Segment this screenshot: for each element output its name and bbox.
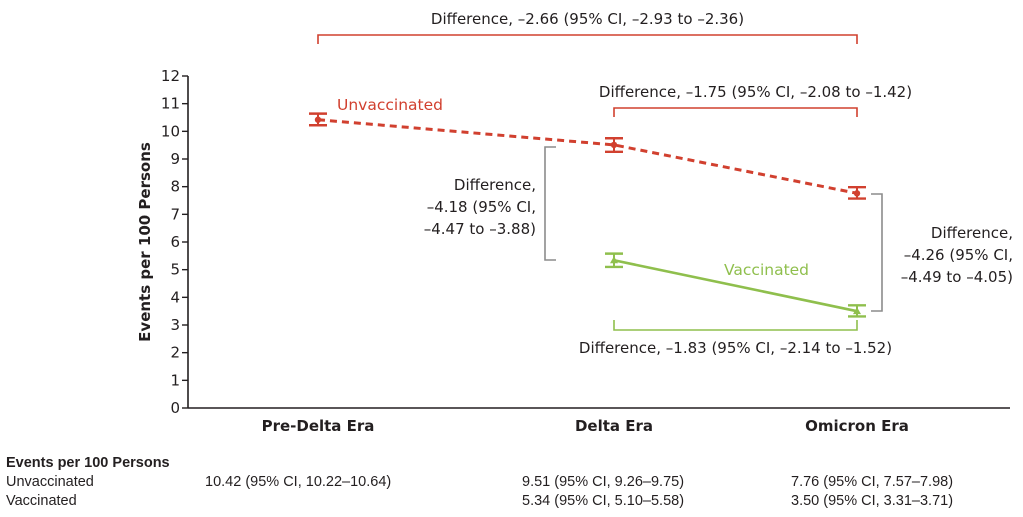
y-tick-label: 9 xyxy=(170,150,180,168)
annotation-delta-vax-unvax-line: Difference, xyxy=(454,176,536,194)
series-label-vaccinated: Vaccinated xyxy=(724,261,809,279)
events-table: Events per 100 Persons Unvaccinated 10.4… xyxy=(6,454,953,511)
series-line-vaccinated xyxy=(613,258,858,313)
annotation-omicron-vax-unvax-line: –4.49 to –4.05) xyxy=(901,268,1013,286)
y-tick-label: 6 xyxy=(170,233,180,251)
cell-omicron: 3.50 (95% CI, 3.31–3.71) xyxy=(791,493,954,509)
bracket-unvax-predelta-omicron xyxy=(317,34,858,44)
difference-annotations: Difference, –2.66 (95% CI, –2.93 to –2.3… xyxy=(317,10,1013,357)
table-row-vaccinated: Vaccinated 5.34 (95% CI, 5.10–5.58) 3.50… xyxy=(6,492,953,511)
bracket-unvax-delta-omicron xyxy=(613,107,858,117)
y-tick-label: 10 xyxy=(161,122,180,140)
y-tick-label: 0 xyxy=(170,399,180,417)
x-tick-label: Pre-Delta Era xyxy=(262,417,375,435)
data-point xyxy=(853,190,861,197)
cell-omicron: 7.76 (95% CI, 7.57–7.98) xyxy=(791,474,954,490)
table-row-unvaccinated: Unvaccinated 10.42 (95% CI, 10.22–10.64)… xyxy=(6,473,953,492)
cell-delta: 5.34 (95% CI, 5.10–5.58) xyxy=(522,493,685,509)
row-label: Unvaccinated xyxy=(6,474,94,490)
bracket-delta-vax-unvax xyxy=(544,146,556,261)
y-tick-label: 7 xyxy=(170,205,180,223)
y-tick-label: 4 xyxy=(170,288,180,306)
data-point xyxy=(314,116,322,123)
annotation-omicron-vax-unvax-line: –4.26 (95% CI, xyxy=(904,246,1013,264)
series-line-unvaccinated xyxy=(317,118,858,195)
y-tick-label: 8 xyxy=(170,178,180,196)
annotation-omicron-vax-unvax-line: Difference, xyxy=(931,224,1013,242)
x-tick-label: Delta Era xyxy=(575,417,653,435)
series-label-unvaccinated: Unvaccinated xyxy=(337,96,443,114)
y-tick-label: 11 xyxy=(161,95,180,113)
y-tick-label: 2 xyxy=(170,344,180,362)
row-label: Vaccinated xyxy=(6,493,77,509)
annotation-unvax-predelta-omicron: Difference, –2.66 (95% CI, –2.93 to –2.3… xyxy=(431,10,744,28)
series-layer: Unvaccinated Vaccinated xyxy=(309,96,866,318)
x-tick-label: Omicron Era xyxy=(805,417,909,435)
y-tick-label: 3 xyxy=(170,316,180,334)
bracket-omicron-vax-unvax xyxy=(871,193,883,312)
table-header: Events per 100 Persons xyxy=(6,455,170,471)
y-tick-label: 5 xyxy=(170,261,180,279)
bracket-vax-delta-omicron xyxy=(613,320,858,331)
cell-delta: 9.51 (95% CI, 9.26–9.75) xyxy=(522,474,685,490)
annotation-vax-delta-omicron: Difference, –1.83 (95% CI, –2.14 to –1.5… xyxy=(579,339,892,357)
annotation-unvax-delta-omicron: Difference, –1.75 (95% CI, –2.08 to –1.4… xyxy=(599,83,912,101)
annotation-delta-vax-unvax-line: –4.18 (95% CI, xyxy=(427,198,536,216)
data-point xyxy=(610,141,618,149)
data-point xyxy=(853,307,861,315)
y-tick-label: 12 xyxy=(161,67,180,85)
cell-pre-delta: 10.42 (95% CI, 10.22–10.64) xyxy=(205,474,392,490)
y-tick-label: 1 xyxy=(170,371,180,389)
annotation-delta-vax-unvax-line: –4.47 to –3.88) xyxy=(424,220,536,238)
data-point xyxy=(610,256,618,264)
y-axis-label: Events per 100 Persons xyxy=(136,142,154,342)
